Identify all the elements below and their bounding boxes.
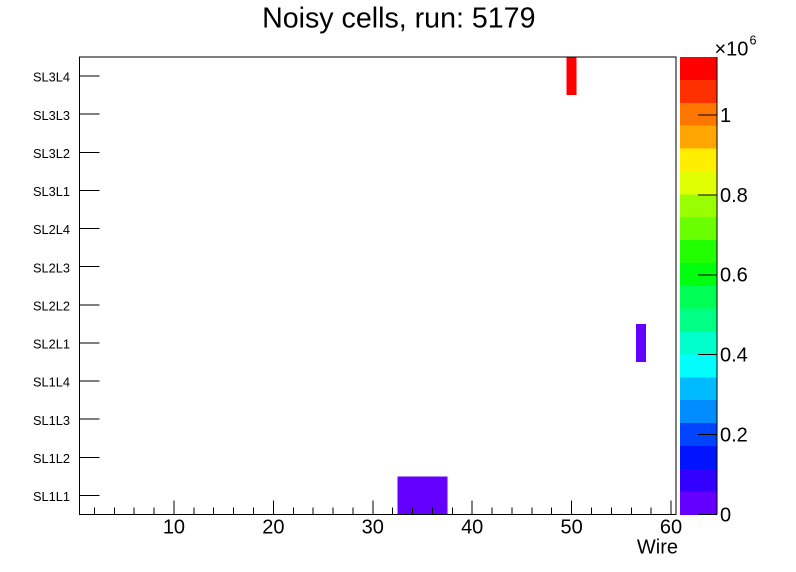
svg-text:SL3L2: SL3L2 bbox=[33, 146, 70, 161]
svg-text:SL2L2: SL2L2 bbox=[33, 298, 70, 313]
svg-text:60: 60 bbox=[660, 517, 682, 539]
svg-text:1: 1 bbox=[720, 105, 731, 127]
svg-text:SL3L4: SL3L4 bbox=[33, 70, 70, 85]
svg-text:SL2L4: SL2L4 bbox=[33, 222, 70, 237]
svg-text:0.2: 0.2 bbox=[720, 425, 748, 447]
svg-text:SL1L1: SL1L1 bbox=[33, 489, 70, 504]
svg-text:SL2L3: SL2L3 bbox=[33, 260, 70, 275]
svg-text:SL2L1: SL2L1 bbox=[33, 337, 70, 352]
svg-text:0: 0 bbox=[720, 504, 731, 526]
svg-text:SL1L3: SL1L3 bbox=[33, 413, 70, 428]
svg-text:30: 30 bbox=[362, 517, 384, 539]
svg-text:SL3L1: SL3L1 bbox=[33, 184, 70, 199]
svg-text:10: 10 bbox=[163, 517, 185, 539]
svg-text:50: 50 bbox=[560, 517, 582, 539]
svg-text:40: 40 bbox=[461, 517, 483, 539]
svg-text:SL1L4: SL1L4 bbox=[33, 375, 70, 390]
svg-text:0.4: 0.4 bbox=[720, 345, 748, 367]
svg-text:0.8: 0.8 bbox=[720, 185, 748, 207]
svg-text:SL3L3: SL3L3 bbox=[33, 108, 70, 123]
svg-text:×10: ×10 bbox=[715, 38, 749, 60]
svg-text:Wire: Wire bbox=[637, 537, 678, 559]
svg-text:Noisy cells, run: 5179: Noisy cells, run: 5179 bbox=[262, 3, 535, 35]
svg-text:SL1L2: SL1L2 bbox=[33, 451, 70, 466]
svg-text:0.6: 0.6 bbox=[720, 265, 748, 287]
svg-text:6: 6 bbox=[750, 34, 757, 48]
svg-text:20: 20 bbox=[262, 517, 284, 539]
